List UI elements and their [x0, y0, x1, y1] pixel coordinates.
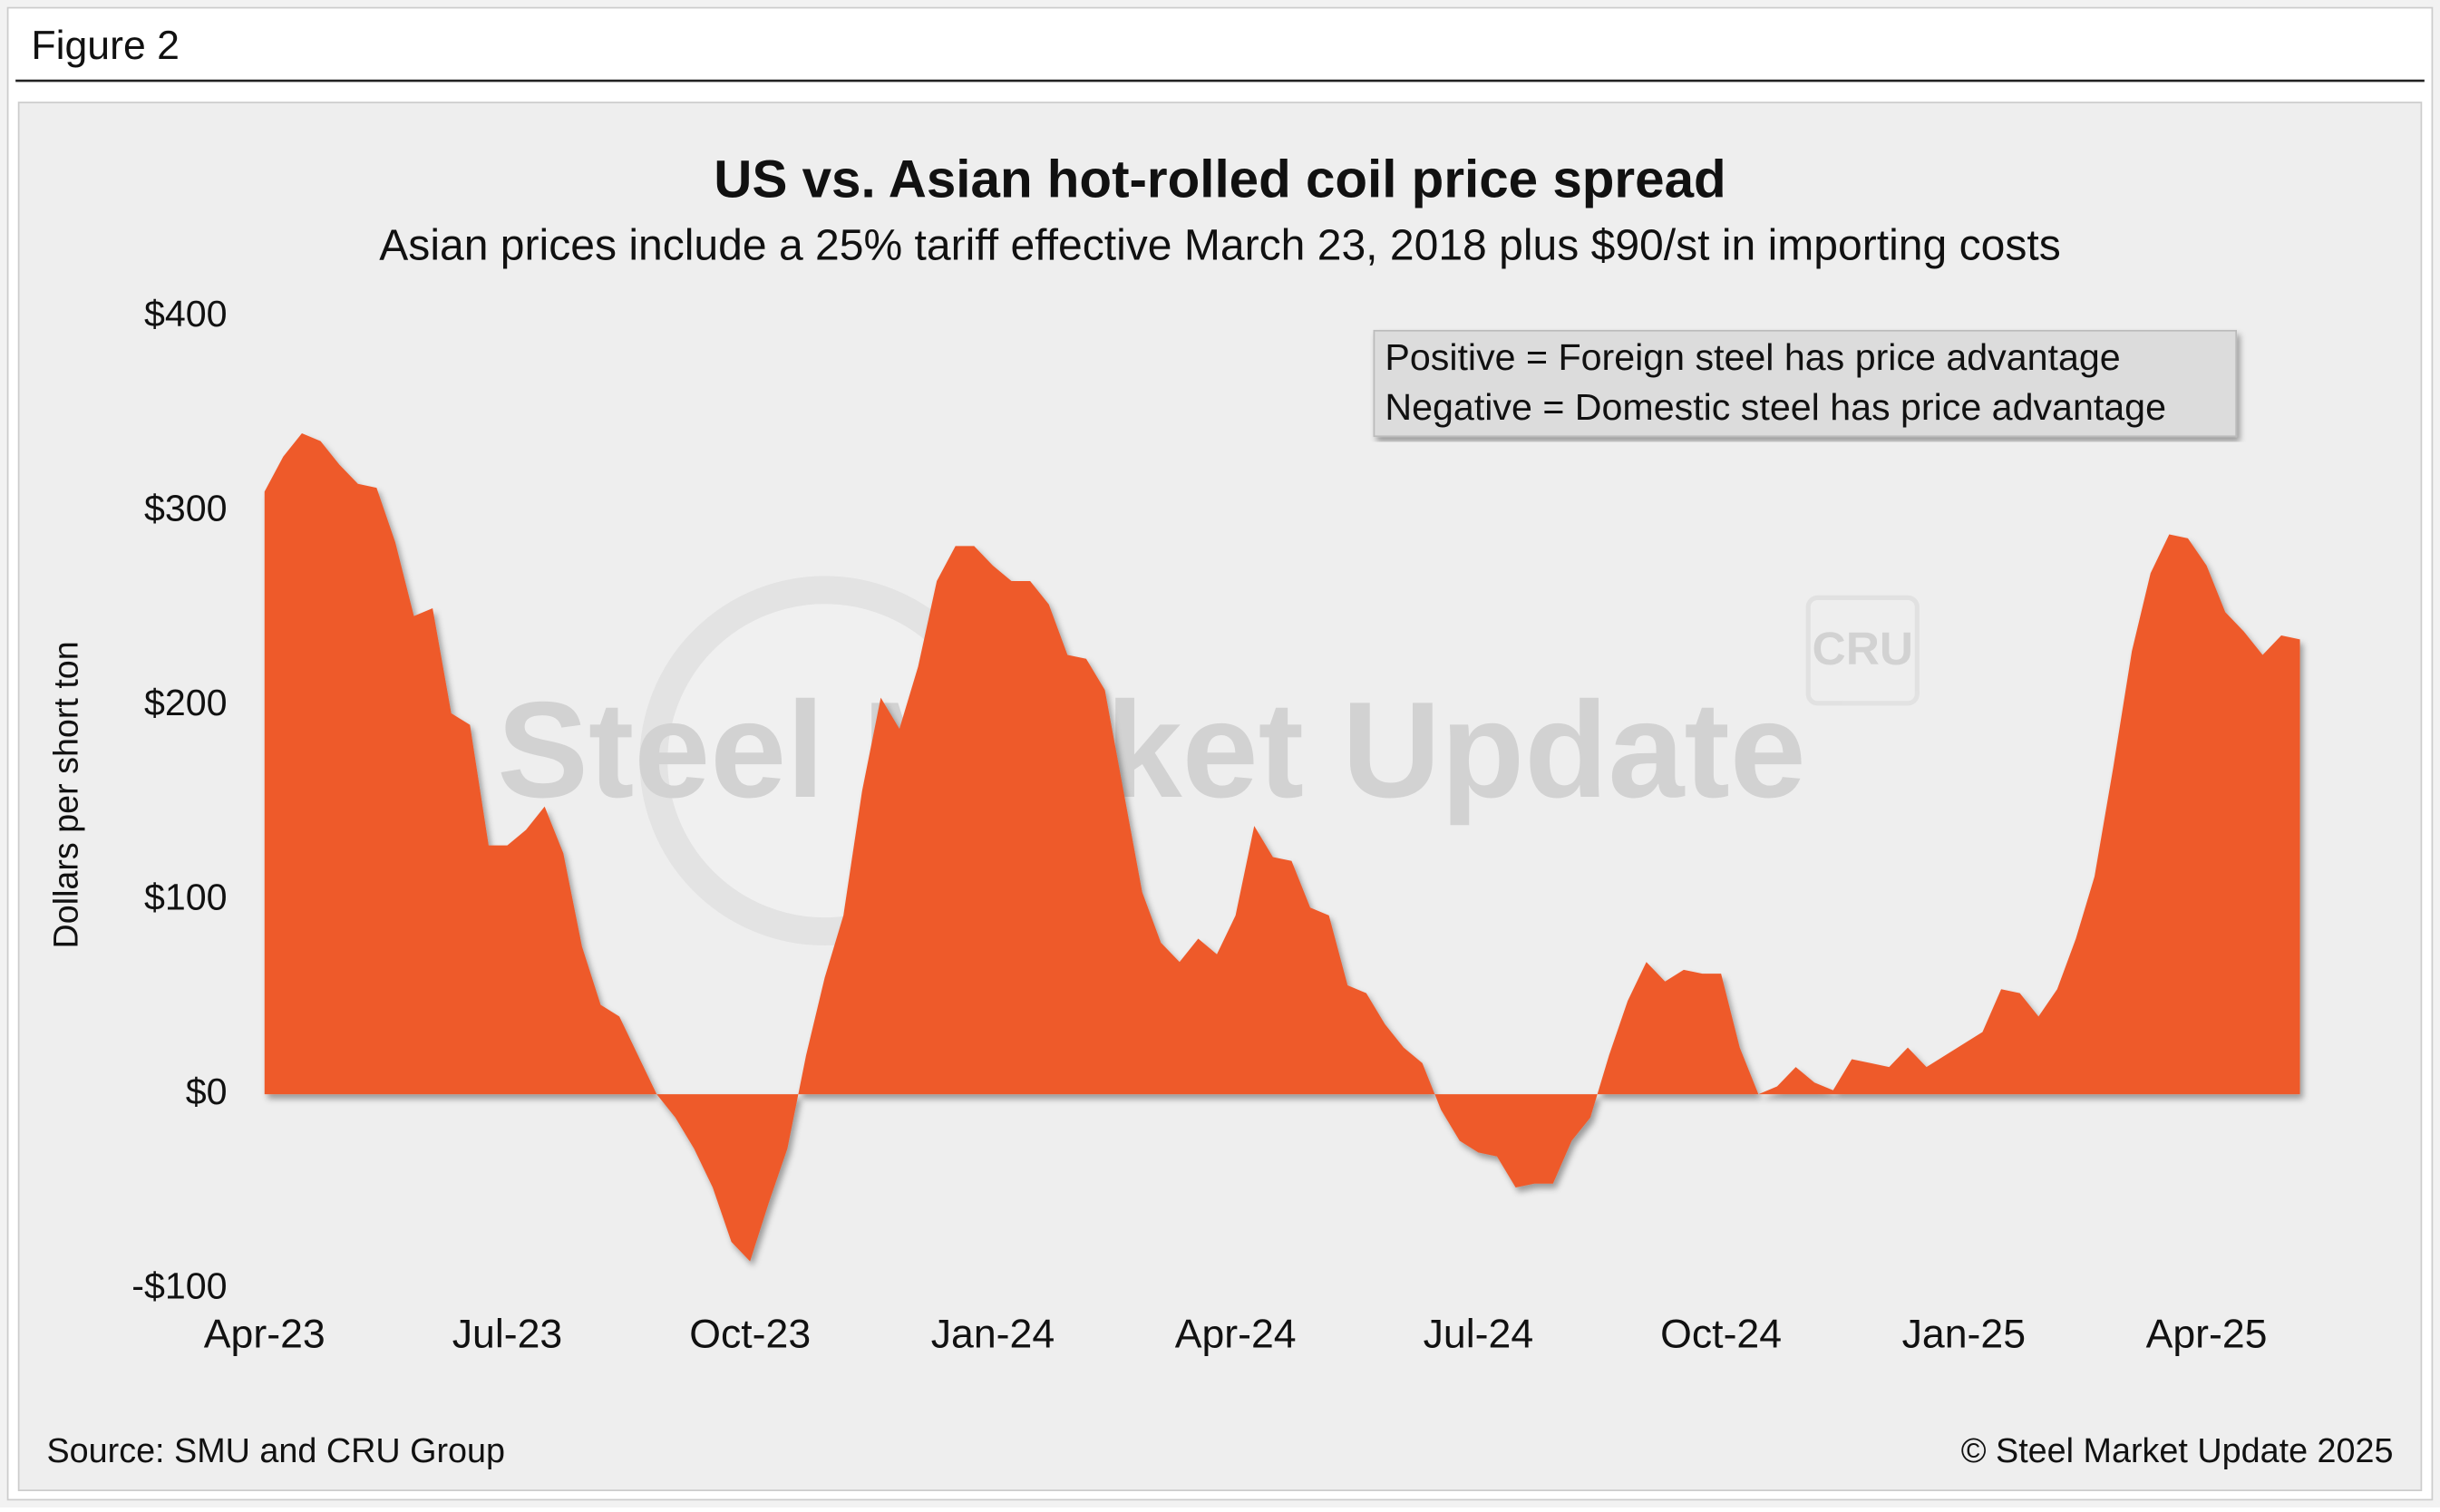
y-tick-label: $300	[144, 488, 228, 529]
x-tick-label: Jul-23	[452, 1312, 562, 1356]
x-tick-label: Jan-25	[1902, 1312, 2026, 1356]
y-tick-label: $400	[144, 293, 228, 334]
watermark-box	[1805, 595, 1920, 706]
x-tick-label: Apr-23	[204, 1312, 326, 1356]
watermark: Steel Market Update CRU	[497, 576, 1920, 946]
annotation: Negative = Domestic steel has price adva…	[1385, 386, 2166, 428]
y-tick-label: -$100	[131, 1265, 227, 1306]
watermark-text: Steel Market Update	[497, 673, 1806, 826]
x-tick-label: Oct-23	[689, 1312, 811, 1356]
y-tick-label: $200	[144, 682, 228, 723]
x-tick-label: Oct-24	[1660, 1312, 1782, 1356]
figure-label: Figure 2	[31, 24, 180, 68]
copyright: © Steel Market Update 2025	[1961, 1431, 2394, 1469]
legend-box	[1373, 329, 2238, 438]
chart-subtitle: Asian prices include a 25% tariff effect…	[379, 222, 2060, 270]
x-tick-label: Apr-25	[2146, 1312, 2268, 1356]
y-tick-label: $100	[144, 877, 228, 918]
x-tick-label: Jul-24	[1424, 1312, 1533, 1356]
annotation: Positive = Foreign steel has price advan…	[1385, 336, 2120, 378]
y-tick-label: $0	[186, 1071, 228, 1112]
x-tick-label: Apr-24	[1175, 1312, 1297, 1356]
y-axis-label: Dollars per short ton	[46, 641, 84, 948]
watermark-cru: CRU	[1813, 622, 1914, 674]
x-tick-label: Jan-24	[931, 1312, 1055, 1356]
chart-title: US vs. Asian hot-rolled coil price sprea…	[714, 150, 1725, 209]
source: Source: SMU and CRU Group	[46, 1431, 505, 1469]
